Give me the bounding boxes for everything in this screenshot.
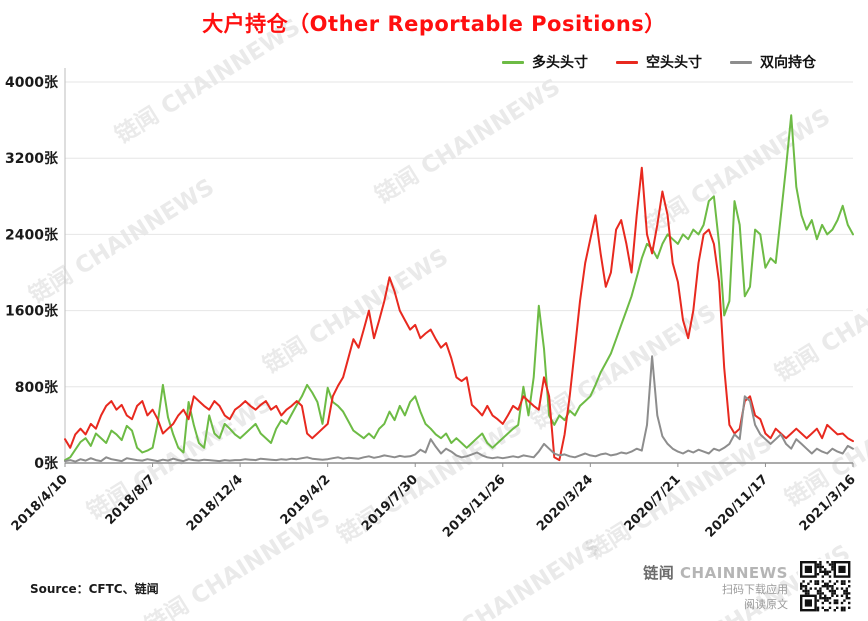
x-tick-label: 2019/11/26: [440, 472, 508, 540]
legend-label: 多头头寸: [532, 55, 588, 71]
x-tick-label: 2020/3/24: [534, 472, 596, 534]
legend: 多头头寸 空头头寸 双向持仓: [502, 52, 816, 72]
x-tick-label: 2018/4/10: [9, 472, 71, 534]
x-tick-label: 2018/12/4: [184, 472, 246, 534]
y-tick-label: 800张: [15, 380, 59, 396]
x-tick-label: 2019/4/2: [278, 472, 334, 528]
legend-label: 双向持仓: [760, 55, 816, 71]
y-tick-label: 2400张: [5, 227, 59, 243]
x-tick-label: 2020/11/17: [703, 472, 771, 540]
long-positions-line: [64, 114, 854, 462]
legend-label: 空头头寸: [646, 55, 702, 71]
y-tick-label: 3200张: [5, 151, 59, 167]
legend-item-long-positions[interactable]: 多头头寸: [502, 52, 588, 72]
x-tick-label: 2019/7/30: [359, 472, 421, 534]
qr-caption-download: 扫码下载应用: [722, 583, 788, 597]
source-note: Source：CFTC、链闻: [30, 582, 159, 596]
legend-marker-long-positions: [502, 60, 524, 64]
short-positions-line: [64, 166, 854, 462]
chart-title: 大户持仓（Other Reportable Positions）: [202, 12, 666, 36]
legend-item-short-positions[interactable]: 空头头寸: [616, 52, 702, 72]
y-tick-label: 1600张: [5, 304, 59, 320]
y-tick-label: 4000张: [5, 75, 59, 91]
y-tick-label: 0张: [34, 456, 59, 472]
x-tick-label: 2020/7/21: [622, 472, 684, 534]
legend-item-both-direction-positions[interactable]: 双向持仓: [730, 52, 816, 72]
legend-marker-short-positions: [616, 60, 638, 64]
qr-code: [798, 559, 852, 613]
brand-logo: 链闻 CHAINNEWS: [643, 563, 788, 583]
brand-block: 链闻 CHAINNEWS 扫码下载应用 阅读原文: [643, 563, 788, 613]
brand-name-cn: 链闻: [643, 564, 675, 583]
both-direction-positions-line: [64, 355, 854, 463]
x-tick-label: 2018/8/7: [103, 472, 159, 528]
legend-marker-both-direction-positions: [730, 60, 752, 64]
brand-name-en: CHAINNEWS: [680, 564, 788, 583]
x-tick-label: 2021/3/16: [797, 472, 859, 534]
qr-caption-original: 阅读原文: [744, 598, 788, 612]
